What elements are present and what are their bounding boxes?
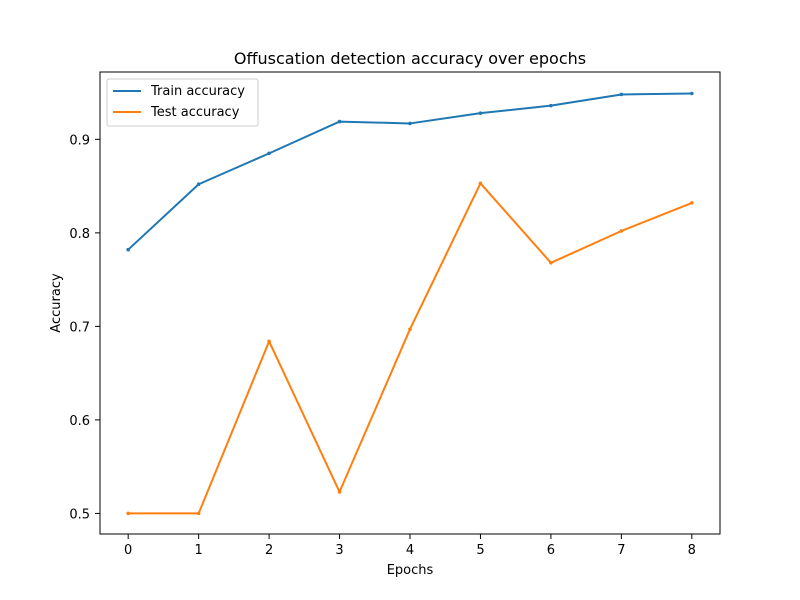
data-point-0-0 [126,247,130,252]
data-point-1-4 [408,327,412,331]
y-tick-label-4: 0.9 [69,133,90,148]
y-tick-label-2: 0.7 [69,320,90,335]
plot-layer [126,91,694,516]
y-tick-label-1: 0.6 [69,414,90,429]
x-tick-label-5: 5 [476,543,484,558]
y-tick-label-0: 0.5 [69,507,90,522]
legend-label-train-accuracy: Train accuracy [150,84,245,99]
x-tick-label-3: 3 [335,543,343,558]
y-axis-ticks: 0.5 0.6 0.7 0.8 0.9 [69,133,100,522]
data-point-0-1 [196,182,201,187]
x-tick-label-7: 7 [617,543,625,558]
data-point-0-7 [619,92,624,97]
x-tick-label-8: 8 [688,543,696,558]
x-axis-label: Epochs [387,563,434,578]
x-tick-label-1: 1 [194,543,202,558]
legend-label-test-accuracy: Test accuracy [150,105,240,120]
legend-box [106,78,259,127]
data-point-0-6 [549,103,553,108]
data-point-1-2 [267,339,271,344]
data-point-1-0 [126,511,130,516]
data-point-1-8 [690,201,694,205]
data-point-0-3 [337,119,342,124]
data-point-1-1 [196,511,201,516]
data-point-1-3 [337,490,342,494]
data-point-1-5 [478,181,483,186]
y-tick-label-3: 0.8 [69,227,90,242]
x-tick-label-0: 0 [124,543,132,558]
x-tick-label-2: 2 [265,543,273,558]
x-axis-ticks: 0 1 2 3 4 5 6 7 8 [124,534,696,558]
data-point-0-8 [690,91,694,96]
x-tick-label-6: 6 [547,543,555,558]
data-point-0-5 [478,111,483,115]
y-axis-label: Accuracy [49,273,64,333]
data-point-0-4 [408,121,412,126]
data-point-1-7 [619,229,624,233]
chart-title: Offuscation detection accuracy over epoc… [234,49,586,68]
legend: Train accuracy Test accuracy [106,78,259,127]
data-point-1-6 [549,260,553,265]
x-tick-label-4: 4 [406,543,414,558]
data-point-0-2 [267,151,271,156]
